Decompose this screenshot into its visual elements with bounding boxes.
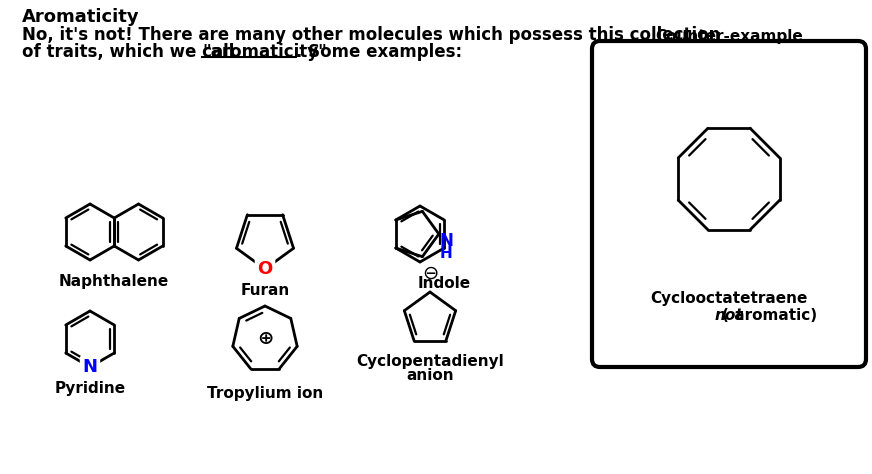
Text: (: ( (722, 308, 729, 323)
Text: N: N (439, 232, 453, 250)
Text: Tropylium ion: Tropylium ion (207, 386, 324, 401)
Text: Pyridine: Pyridine (54, 381, 126, 396)
Text: ⊕: ⊕ (257, 329, 273, 348)
Text: . Some examples:: . Some examples: (296, 43, 462, 61)
Text: Cyclooctatetraene: Cyclooctatetraene (651, 291, 807, 306)
Text: anion: anion (406, 368, 453, 383)
Text: Aromaticity: Aromaticity (22, 8, 140, 26)
Text: ⊖: ⊖ (422, 264, 439, 283)
Text: H: H (439, 246, 453, 261)
Text: of traits, which we call: of traits, which we call (22, 43, 240, 61)
FancyBboxPatch shape (592, 41, 866, 367)
Text: O: O (257, 260, 273, 278)
Text: Indole: Indole (418, 276, 471, 291)
Text: Furan: Furan (241, 283, 290, 298)
Text: "aromaticity": "aromaticity" (202, 43, 327, 61)
Text: aromatic): aromatic) (729, 308, 817, 323)
Text: No, it's not! There are many other molecules which possess this collection: No, it's not! There are many other molec… (22, 26, 720, 44)
Text: Counter-example: Counter-example (655, 29, 803, 44)
Text: not: not (715, 308, 743, 323)
Text: Naphthalene: Naphthalene (59, 274, 169, 289)
Text: N: N (83, 358, 98, 376)
Text: Cyclopentadienyl: Cyclopentadienyl (356, 354, 504, 369)
